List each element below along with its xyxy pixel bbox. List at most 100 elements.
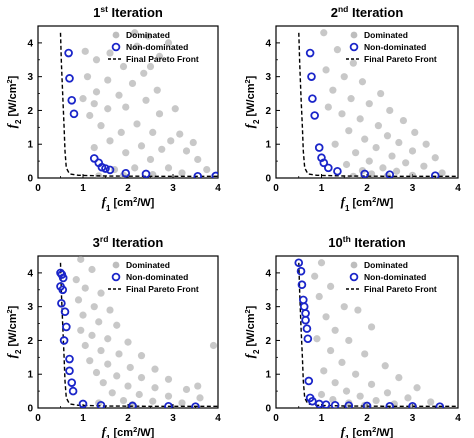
dominated-point: [167, 137, 175, 145]
dominated-point: [81, 341, 89, 350]
legend-non-dominated-marker: [111, 42, 121, 52]
non-dominated-point: [193, 172, 203, 178]
x-tick-label: 4: [455, 413, 461, 424]
dominated-point: [77, 256, 85, 263]
x-tick-label: 1: [319, 413, 325, 424]
dominated-point: [97, 346, 105, 355]
non-dominated-point: [324, 163, 333, 173]
dominated-point: [126, 363, 134, 372]
y-tick-label: 4: [265, 38, 271, 49]
dominated-point: [95, 318, 103, 326]
plot-area: [56, 256, 218, 408]
non-dominated-point: [67, 378, 77, 387]
dominated-point: [182, 147, 191, 155]
legend-label: Final Pareto Front: [364, 284, 437, 294]
non-dominated-point: [69, 109, 79, 119]
pareto-front-line: [59, 32, 218, 177]
dominated-point: [327, 282, 335, 290]
dominated-point: [367, 323, 376, 331]
dominated-point: [92, 56, 101, 64]
non-dominated-point: [297, 280, 307, 290]
dominated-point: [194, 155, 202, 164]
non-dominated-point: [78, 399, 88, 408]
dominated-point: [122, 149, 130, 157]
dominated-point: [338, 358, 346, 366]
dominated-point: [413, 384, 421, 392]
dominated-point: [92, 368, 101, 377]
y-axis-label: f2 [W/cm2]: [4, 75, 23, 128]
dominated-point: [365, 100, 373, 108]
dominated-point: [402, 159, 410, 167]
dominated-point: [92, 88, 101, 96]
dominated-point: [149, 397, 157, 405]
non-dominated-point: [299, 302, 309, 311]
dominated-point: [365, 157, 373, 165]
dominated-point: [178, 169, 186, 177]
x-tick-label: 0: [35, 183, 41, 194]
x-axis-label: f1 [cm2/W]: [341, 194, 394, 213]
non-dominated-point: [211, 171, 218, 178]
dominated-point: [178, 399, 186, 407]
y-tick-label: 2: [265, 106, 271, 117]
chart-panel-3: 3rd Iteration 0 1 2 3 4 0 1 2 3 4 f1 [cm2/W] f2 [W/c…: [4, 234, 221, 438]
dominated-point: [342, 387, 351, 395]
dominated-point: [408, 147, 417, 155]
dominated-point: [97, 289, 105, 297]
non-dominated-point: [385, 170, 395, 178]
dominated-point: [86, 111, 94, 120]
legend-dominated-marker: [350, 261, 358, 269]
dominated-point: [90, 303, 98, 311]
non-dominated-point: [294, 258, 304, 268]
non-dominated-point: [59, 336, 69, 345]
dominated-point: [352, 149, 360, 157]
non-dominated-point: [308, 94, 317, 103]
x-tick-label: 2: [364, 413, 370, 424]
x-tick-label: 2: [125, 183, 131, 194]
non-dominated-point: [308, 396, 317, 406]
dominated-point: [99, 379, 107, 387]
non-dominated-point: [344, 401, 354, 408]
y-tick-label: 3: [265, 72, 271, 83]
y-tick-label: 1: [27, 370, 33, 381]
non-dominated-point: [301, 309, 310, 318]
dominated-point: [164, 375, 173, 383]
pareto-front-line: [59, 262, 218, 407]
y-tick-label: 3: [27, 302, 33, 313]
dominated-point: [149, 128, 157, 136]
non-dominated-point: [319, 158, 329, 168]
dominated-point: [203, 165, 211, 174]
dominated-point: [374, 122, 382, 130]
y-axis-label: f2 [W/cm2]: [242, 305, 261, 358]
non-dominated-point: [62, 322, 71, 332]
dominated-point: [124, 382, 132, 390]
dominated-point: [367, 380, 376, 388]
y-tick-label: 3: [265, 302, 271, 313]
non-dominated-point: [408, 402, 417, 408]
non-dominated-point: [121, 168, 131, 178]
dominated-point: [196, 394, 204, 402]
dominated-point: [342, 160, 351, 169]
y-tick-label: 2: [27, 336, 33, 347]
dominated-point: [108, 389, 116, 397]
dominated-point: [315, 292, 323, 301]
y-tick-label: 1: [265, 370, 271, 381]
non-dominated-point: [385, 402, 395, 408]
non-dominated-point: [65, 354, 74, 364]
dominated-point: [146, 62, 155, 71]
non-dominated-point: [298, 295, 308, 305]
non-dominated-point: [58, 273, 68, 283]
non-dominated-point: [101, 164, 110, 173]
non-dominated-point: [89, 154, 99, 163]
legend-label: Non-dominated: [364, 272, 426, 282]
legend-label: Non-dominated: [126, 272, 188, 282]
x-tick-label: 2: [125, 413, 131, 424]
dominated-point: [313, 335, 321, 343]
x-tick-label: 3: [410, 183, 416, 194]
non-dominated-point: [57, 298, 66, 308]
legend-non-dominated-marker: [349, 42, 359, 52]
dominated-point: [144, 32, 152, 40]
dominated-point: [324, 103, 332, 111]
legend-label: Non-dominated: [126, 42, 188, 52]
dominated-point: [209, 341, 218, 350]
